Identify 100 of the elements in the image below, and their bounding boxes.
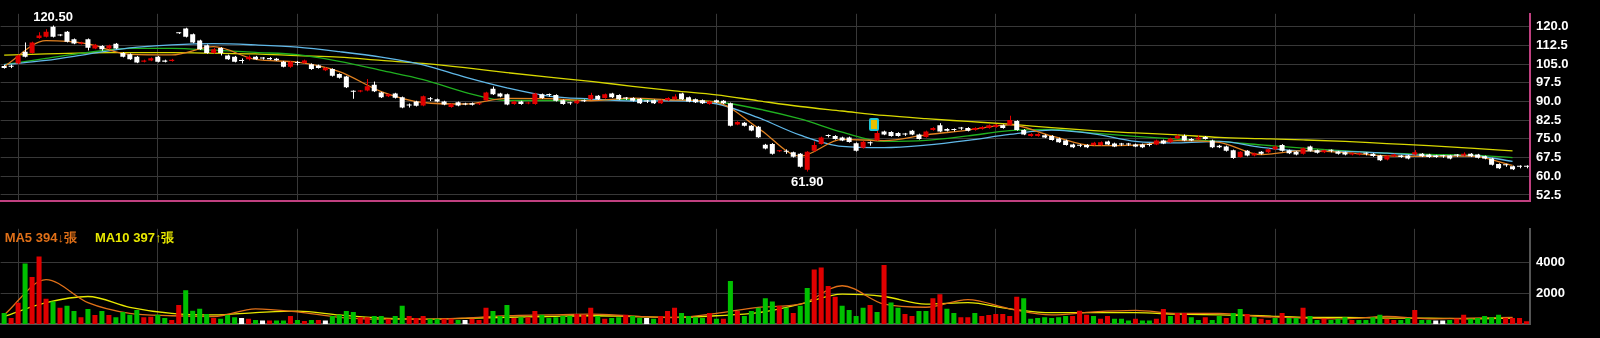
text: MA10 397↑張 <box>94 229 176 245</box>
bar <box>78 317 84 325</box>
bar <box>1405 318 1411 325</box>
bar <box>1391 320 1397 325</box>
bar <box>546 318 552 325</box>
bar <box>1412 309 1418 325</box>
bar <box>1349 320 1355 325</box>
bar <box>713 318 719 325</box>
bar <box>490 311 496 325</box>
bar <box>1202 317 1208 325</box>
bar <box>769 301 775 325</box>
y-tick-label: 67.5 <box>1536 149 1562 165</box>
bar <box>811 269 817 325</box>
bar <box>1153 318 1159 325</box>
candlestick <box>260 56 266 61</box>
bar <box>1028 318 1034 325</box>
bar <box>420 316 426 325</box>
bar <box>385 318 391 325</box>
bar <box>378 316 384 325</box>
bar <box>1279 313 1285 325</box>
bar <box>651 318 657 325</box>
bar <box>120 311 126 325</box>
bar <box>371 316 377 325</box>
bar <box>790 313 796 325</box>
bar <box>609 318 615 325</box>
bar <box>99 311 105 325</box>
bar <box>1482 316 1488 325</box>
bar <box>518 317 524 325</box>
bar <box>818 267 824 325</box>
bar <box>1160 308 1166 325</box>
bar <box>1517 318 1523 325</box>
bar <box>1042 317 1048 325</box>
bar <box>218 318 224 325</box>
bar <box>553 317 559 325</box>
bar <box>350 311 356 325</box>
bar <box>211 318 217 325</box>
annotation: 61.90 <box>790 173 824 189</box>
bar <box>637 318 643 325</box>
bar <box>958 317 964 325</box>
bar <box>1188 317 1194 325</box>
bar <box>1475 318 1481 325</box>
bar <box>979 316 985 325</box>
bar <box>1342 317 1348 325</box>
bar <box>1419 320 1425 325</box>
bar <box>574 313 580 325</box>
bar <box>22 263 28 325</box>
bar <box>1328 320 1334 325</box>
bar <box>783 307 789 325</box>
y-tick-label: 90.0 <box>1536 93 1562 109</box>
bar <box>57 307 63 325</box>
bar <box>1321 318 1327 325</box>
bar <box>1447 320 1453 325</box>
y-tick-label: 105.0 <box>1536 55 1569 71</box>
bar <box>1426 320 1432 325</box>
bar <box>1174 313 1180 325</box>
candlestick <box>350 89 356 100</box>
bar <box>1461 314 1467 325</box>
y-tick-label: 4000 <box>1536 254 1565 270</box>
bar <box>43 298 49 325</box>
bar <box>183 290 189 325</box>
bar <box>1098 318 1104 325</box>
bar <box>1265 320 1271 325</box>
bar <box>1111 318 1118 325</box>
bar <box>441 318 447 325</box>
bar <box>951 313 957 325</box>
bar <box>169 320 175 325</box>
bar <box>336 314 342 325</box>
bar <box>937 294 943 325</box>
bar <box>106 315 112 325</box>
bar <box>1021 298 1027 325</box>
bar <box>246 318 252 325</box>
bar <box>692 317 699 325</box>
bar <box>1510 318 1516 325</box>
bar <box>364 317 370 325</box>
bar <box>1181 313 1187 325</box>
bar <box>720 318 726 325</box>
bar <box>944 308 950 325</box>
bar <box>741 316 747 325</box>
bar <box>287 316 293 325</box>
bar <box>1070 316 1076 325</box>
bar <box>1104 316 1111 325</box>
bar <box>294 320 300 325</box>
bar <box>1468 318 1474 325</box>
bar <box>685 316 692 325</box>
bar <box>1300 307 1306 325</box>
bar <box>532 311 538 325</box>
bar <box>1223 318 1229 325</box>
bar <box>504 304 510 325</box>
bar <box>734 311 740 325</box>
bar <box>1118 318 1124 325</box>
bar <box>427 318 433 325</box>
bar <box>1237 308 1243 325</box>
bar <box>329 316 335 325</box>
bar <box>1356 320 1362 325</box>
y-tick-label: 2000 <box>1536 285 1565 300</box>
bar <box>253 320 259 325</box>
bar <box>658 316 664 325</box>
bar <box>1363 320 1369 325</box>
bar <box>1398 320 1404 325</box>
bar <box>1056 317 1062 325</box>
